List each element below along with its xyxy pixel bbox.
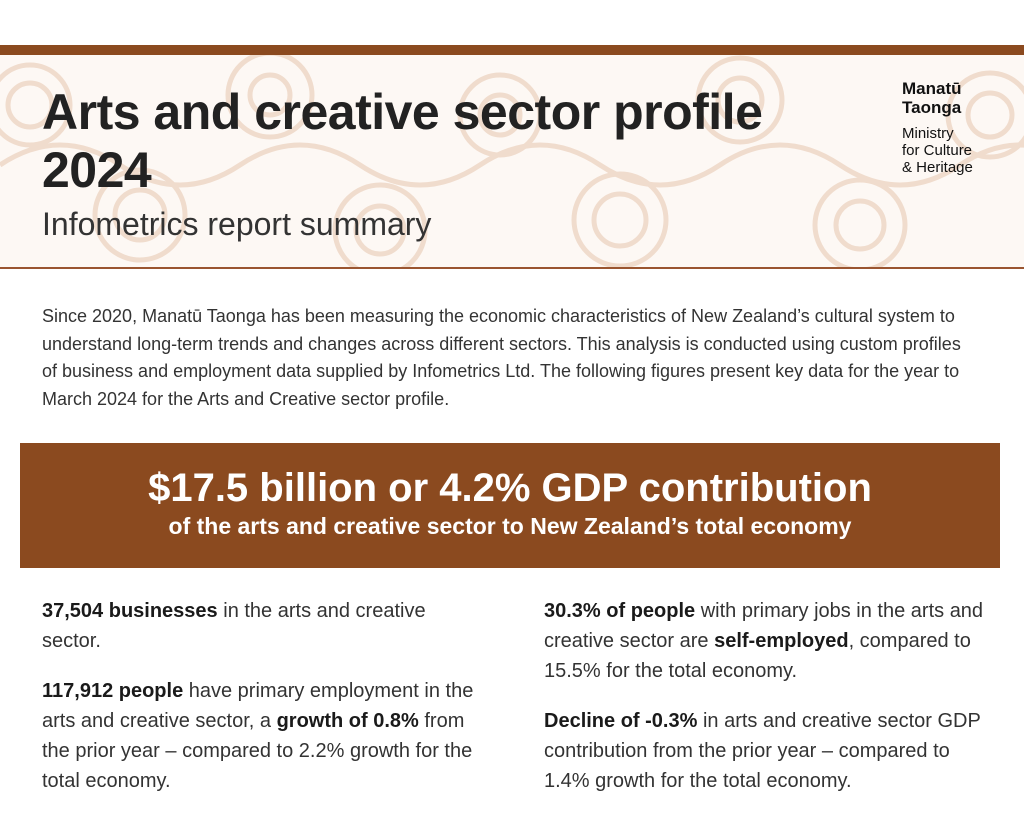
top-accent-bar	[0, 45, 1024, 55]
fact-gdp-decline-text: in arts and creative sector GDP contribu…	[544, 710, 981, 792]
intro-paragraph: Since 2020, Manatū Taonga has been measu…	[42, 306, 961, 409]
fact-people-bold: 117,912 people	[42, 680, 184, 702]
logo-sub-line-2: for Culture	[902, 142, 973, 159]
facts-left-column: 37,504 businesses in the arts and creati…	[42, 596, 482, 816]
fact-self-employed-bold: 30.3% of people	[544, 600, 696, 622]
fact-self-employed-term: self-employed	[714, 630, 849, 652]
fact-people-text-1: have primary employment in the arts and …	[42, 680, 474, 732]
logo-name-line-1: Manatū	[902, 79, 962, 98]
fact-gdp-decline: Decline of -0.3% in arts and creative se…	[544, 706, 984, 796]
logo-sub-line-1: Ministry	[902, 125, 954, 142]
gdp-highlight-banner: $17.5 billion or 4.2% GDP contribution o…	[20, 443, 1000, 568]
logo-sub-line-3: & Heritage	[902, 159, 973, 176]
fact-self-employed-text-1: with primary jobs in the arts and creati…	[544, 600, 984, 652]
fact-self-employed: 30.3% of people with primary jobs in the…	[544, 596, 984, 686]
fact-businesses: 37,504 businesses in the arts and creati…	[42, 596, 482, 656]
fact-self-employed-text-2: , compared to 15.5% for the total econom…	[544, 630, 971, 682]
fact-gdp-decline-bold: Decline of -0.3%	[544, 710, 698, 732]
header-divider	[0, 267, 1024, 269]
logo-subtitle: Ministry for Culture & Heritage	[902, 125, 1012, 176]
page-title: Arts and creative sector profile 2024	[42, 84, 763, 198]
page-subtitle: Infometrics report summary	[42, 206, 432, 242]
facts-right-column: 30.3% of people with primary jobs in the…	[544, 596, 984, 816]
fact-people-text-2: from the prior year – compared to 2.2% g…	[42, 710, 473, 792]
fact-businesses-bold: 37,504 businesses	[42, 600, 218, 622]
ministry-logo: Manatū Taonga Ministry for Culture & Her…	[902, 79, 1012, 176]
logo-name: Manatū Taonga	[902, 79, 1012, 117]
header-banner: Arts and creative sector profile 2024 In…	[0, 55, 1024, 268]
logo-name-line-2: Taonga	[902, 98, 962, 117]
koru-pattern-background	[0, 55, 1024, 268]
banner-subline: of the arts and creative sector to New Z…	[168, 513, 852, 539]
fact-people: 117,912 people have primary employment i…	[42, 676, 482, 796]
banner-headline: $17.5 billion or 4.2% GDP contribution	[148, 466, 872, 510]
fact-businesses-text: in the arts and creative sector.	[42, 600, 426, 652]
fact-people-growth: growth of 0.8%	[276, 710, 419, 732]
